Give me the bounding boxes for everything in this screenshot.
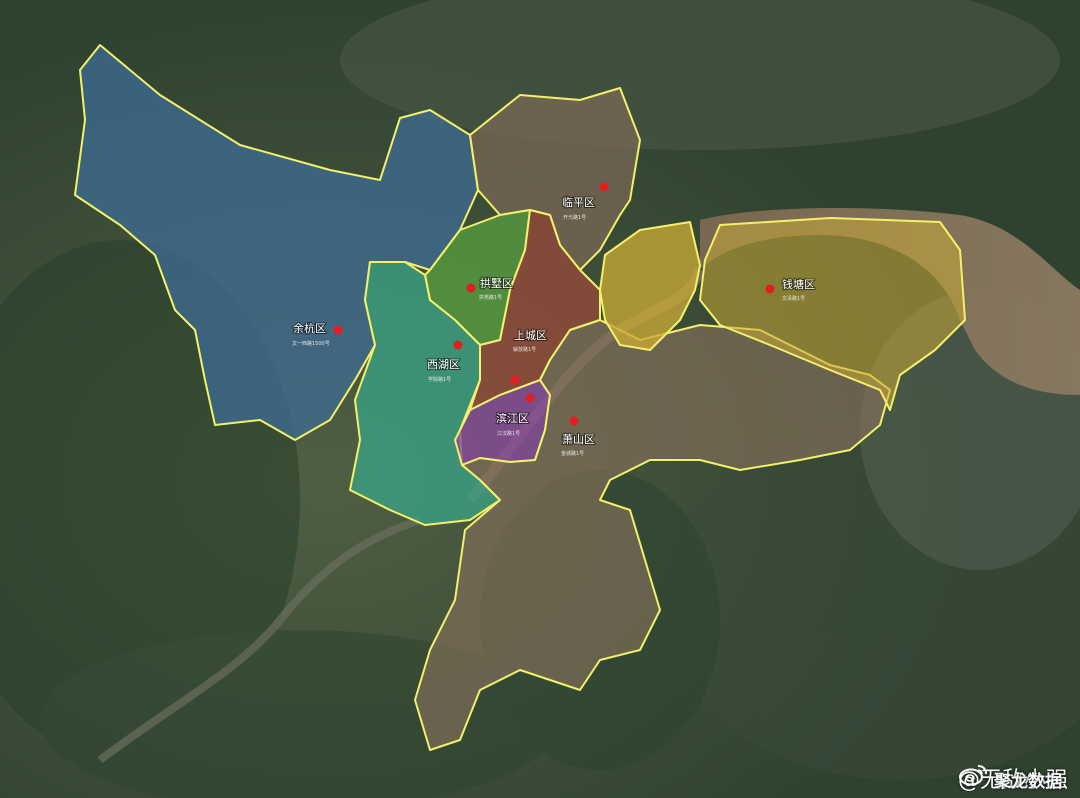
seat-marker (510, 375, 520, 385)
seat-marker (333, 325, 343, 335)
label-binjiang: 滨江区 江汉路1号 (495, 393, 535, 437)
district-name: 临平区 (562, 195, 595, 209)
seat-marker (466, 283, 476, 293)
qiantang-river (700, 208, 1080, 395)
district-name: 西湖区 (427, 358, 460, 371)
district-address: 解放路1号 (513, 346, 536, 353)
label-xihu: 西湖区 学院路1号 (426, 340, 463, 383)
label-xiaoshan: 萧山区 金城路1号 (561, 416, 596, 457)
label-gongshu: 拱墅区 拱苑路1号 (466, 275, 514, 301)
seat-marker (525, 393, 535, 403)
district-name: 上城区 (514, 329, 547, 342)
district-name: 滨江区 (496, 411, 529, 425)
district-labels: 余杭区 文一西路1500号 临平区 开元路1号 拱墅区 拱苑路1号 西湖区 学院… (292, 182, 816, 457)
label-yuhang: 余杭区 文一西路1500号 (292, 320, 343, 347)
district-address: 金城路1号 (561, 450, 584, 457)
district-address: 文一西路1500号 (292, 340, 330, 347)
seat-marker (453, 340, 463, 350)
district-address: 开元路1号 (563, 214, 586, 221)
district-address: 学院路1号 (428, 376, 451, 383)
seat-marker (569, 416, 579, 426)
district-name: 钱塘区 (782, 277, 815, 291)
district-name: 拱墅区 (480, 276, 513, 290)
district-address: 文泽路1号 (782, 295, 805, 302)
watermark-overlay: 聚龙数据 (994, 772, 1062, 792)
label-qiantang: 钱塘区 文泽路1号 (765, 276, 816, 302)
district-qiantang[interactable] (699, 217, 966, 411)
seat-marker (599, 182, 609, 192)
district-name: 萧山区 (562, 433, 595, 446)
weibo-watermark: @无敌小强 聚龙数据 (958, 762, 1068, 794)
district-polygons (74, 44, 966, 751)
label-shangcheng: 上城区 解放路1号 (510, 328, 548, 385)
district-address: 拱苑路1号 (479, 294, 502, 301)
weibo-icon (958, 765, 987, 786)
watermark-text: @无敌小强 (957, 768, 1068, 793)
label-linping: 临平区 开元路1号 (561, 182, 609, 221)
fuchun-river (97, 516, 422, 764)
district-qiantang-west[interactable] (599, 221, 701, 351)
district-address: 江汉路1号 (497, 430, 520, 437)
seat-marker (765, 284, 775, 294)
district-name: 余杭区 (293, 321, 326, 335)
